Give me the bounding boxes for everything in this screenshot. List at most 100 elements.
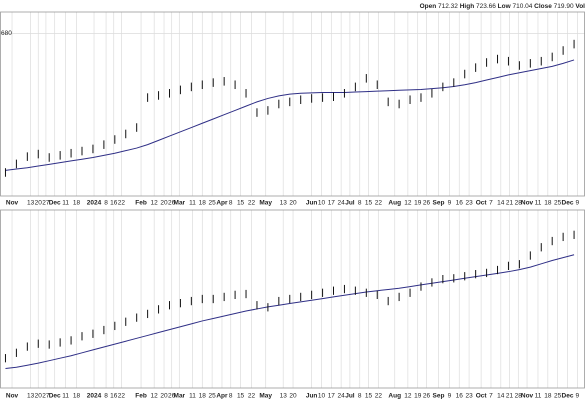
x-tick-label: 19 xyxy=(414,393,422,400)
x-tick-label: Feb xyxy=(135,200,147,207)
x-tick-label: 9 xyxy=(576,393,580,400)
quote-label: Close xyxy=(534,3,554,10)
x-tick-label: 18 xyxy=(73,393,81,400)
x-tick-label: Jun xyxy=(306,393,318,400)
x-tick-label: 8 xyxy=(229,200,233,207)
moving-average xyxy=(5,59,575,171)
y-tick-label: 680 xyxy=(1,30,12,37)
x-tick-label: 18 xyxy=(199,200,207,207)
x-tick-label: 19 xyxy=(414,200,422,207)
x-tick-label: 25 xyxy=(554,393,562,400)
x-tick-label: 24 xyxy=(338,393,346,400)
x-tick-label: May xyxy=(259,200,272,207)
x-tick-label: Apr xyxy=(216,393,228,400)
panel-frame xyxy=(0,209,585,389)
x-tick-label: 15 xyxy=(365,200,373,207)
x-tick-label: Jul xyxy=(345,200,355,207)
x-tick-label: 12 xyxy=(151,393,159,400)
x-tick-label: 20 xyxy=(35,393,43,400)
x-tick-label: 14 xyxy=(497,200,505,207)
x-tick-label: 11 xyxy=(189,393,196,400)
x-tick-label: 8 xyxy=(104,393,108,400)
x-tick-label: Jul xyxy=(345,393,355,400)
x-tick-label: 22 xyxy=(375,200,383,207)
volume-label: Vol xyxy=(575,3,585,10)
x-tick-label: 11 xyxy=(189,200,196,207)
x-tick-label: 13 xyxy=(280,393,288,400)
x-tick-label: 11 xyxy=(535,393,542,400)
panel-frame xyxy=(0,11,585,197)
x-tick-label: Apr xyxy=(216,200,228,207)
x-tick-label: 17 xyxy=(328,200,336,207)
x-tick-label: Dec xyxy=(49,200,61,207)
x-tick-label: 15 xyxy=(237,393,245,400)
quote-value: 710.04 xyxy=(512,3,534,10)
x-tick-label: 11 xyxy=(62,393,69,400)
x-tick-label: Nov xyxy=(521,200,534,207)
x-tick-label: 25 xyxy=(209,200,217,207)
x-tick-label: Nov xyxy=(6,200,19,207)
x-tick-label: 22 xyxy=(375,393,383,400)
x-tick-label: 20 xyxy=(35,200,43,207)
x-tick-label: 24 xyxy=(338,200,346,207)
quote-value: 719.90 xyxy=(554,3,576,10)
x-tick-label: 15 xyxy=(237,200,245,207)
x-tick-label: 21 xyxy=(506,393,514,400)
x-tick-label: 23 xyxy=(465,200,473,207)
x-tick-label: Dec xyxy=(562,200,574,207)
x-tick-label: 9 xyxy=(576,200,580,207)
x-tick-label: 26 xyxy=(168,200,176,207)
x-tick-label: Mar xyxy=(174,393,186,400)
x-tick-label: 22 xyxy=(248,200,256,207)
x-tick-label: 8 xyxy=(358,200,362,207)
x-tick-label: 26 xyxy=(423,200,431,207)
x-tick-label: Aug xyxy=(388,200,401,207)
quote-label: Open xyxy=(420,3,438,10)
x-tick-label: 12 xyxy=(404,200,412,207)
x-tick-label: 11 xyxy=(535,200,542,207)
x-tick-label: 16 xyxy=(110,200,118,207)
x-tick-label: 18 xyxy=(544,393,552,400)
x-tick-label: 20 xyxy=(289,393,297,400)
x-tick-label: 11 xyxy=(62,200,69,207)
x-tick-label: 10 xyxy=(318,200,326,207)
x-tick-label: 15 xyxy=(365,393,373,400)
x-tick-label: 8 xyxy=(358,393,362,400)
x-tick-label: Jun xyxy=(306,200,318,207)
x-tick-label: 28 xyxy=(515,200,523,207)
x-tick-label: 2024 xyxy=(87,200,102,207)
x-tick-label: 10 xyxy=(318,393,326,400)
quote-value: 723.66 xyxy=(476,3,498,10)
x-tick-label: 22 xyxy=(248,393,256,400)
x-tick-label: 9 xyxy=(448,200,452,207)
x-tick-label: 8 xyxy=(104,200,108,207)
x-tick-label: 26 xyxy=(168,393,176,400)
x-tick-label: 13 xyxy=(27,200,35,207)
x-tick-label: 25 xyxy=(554,200,562,207)
x-tick-label: 7 xyxy=(489,200,493,207)
x-tick-label: 7 xyxy=(489,393,493,400)
x-tick-label: 14 xyxy=(497,393,505,400)
x-tick-label: Nov xyxy=(521,393,534,400)
x-tick-label: Sep xyxy=(433,200,445,207)
x-tick-label: 18 xyxy=(73,200,81,207)
quote-label: Low xyxy=(498,3,513,10)
x-tick-label: 26 xyxy=(423,393,431,400)
x-tick-label: 12 xyxy=(404,393,412,400)
x-tick-label: 16 xyxy=(456,200,464,207)
x-tick-label: 20 xyxy=(289,200,297,207)
x-tick-label: 13 xyxy=(27,393,35,400)
x-tick-label: Oct xyxy=(476,393,488,400)
x-tick-label: 27 xyxy=(42,200,50,207)
x-tick-label: 2024 xyxy=(87,393,102,400)
moving-average xyxy=(5,254,575,370)
x-tick-label: 18 xyxy=(544,200,552,207)
x-tick-label: Sep xyxy=(433,393,445,400)
quote-label: High xyxy=(460,3,476,10)
x-tick-label: 27 xyxy=(42,393,50,400)
x-tick-label: Feb xyxy=(135,393,147,400)
x-tick-label: 12 xyxy=(151,200,159,207)
x-tick-label: Dec xyxy=(49,393,61,400)
x-tick-label: 8 xyxy=(229,393,233,400)
